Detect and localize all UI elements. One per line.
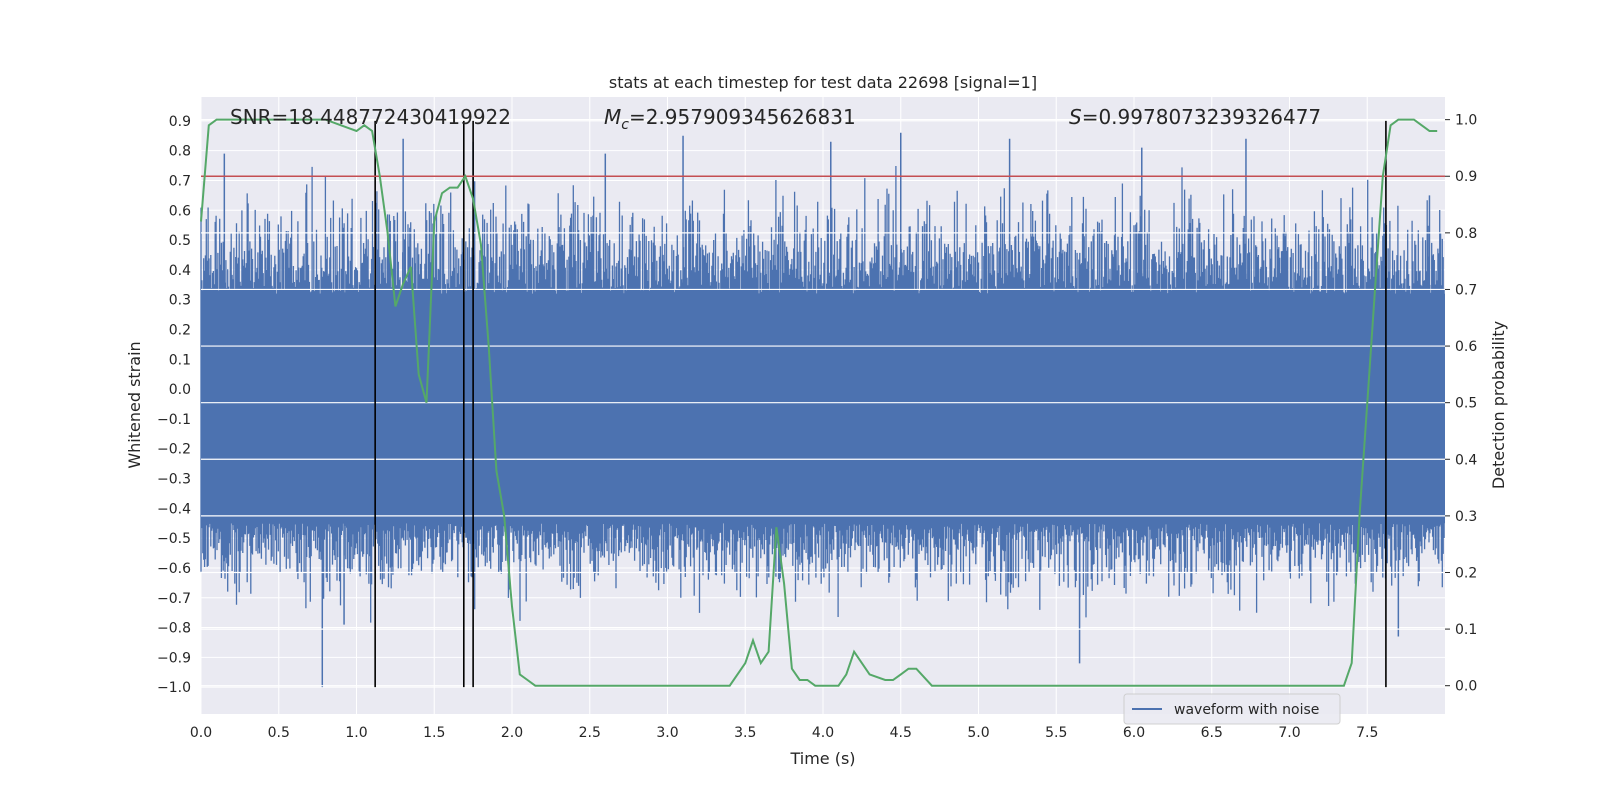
chirp-mass-annotation: Mc=2.957909345626831 — [604, 105, 856, 133]
y-tick-label: −1.0 — [157, 680, 191, 696]
x-tick-label: 0.0 — [190, 725, 212, 741]
y-tick-label: −0.5 — [157, 531, 191, 547]
x-axis-ticks: 0.0 0.5 1.0 1.5 2.0 2.5 3.0 3.5 4.0 4.5 5.0 5.5 6.0 6… — [190, 725, 1379, 741]
x-tick-label: 6.5 — [1201, 725, 1223, 741]
x-tick-label: 0.5 — [268, 725, 290, 741]
y-tick-label: 0.2 — [169, 322, 191, 338]
y-tick-label: 0.6 — [169, 203, 191, 219]
y-tick-label: −0.1 — [157, 412, 191, 428]
x-tick-label: 7.5 — [1356, 725, 1378, 741]
y-tick-label: 0.5 — [169, 233, 191, 249]
y-right-tick-label: 0.2 — [1455, 565, 1477, 581]
x-tick-label: 4.5 — [890, 725, 912, 741]
right-y-axis-ticks: 0.0 0.1 0.2 0.3 0.4 0.5 0.6 0.7 0.8 0.9 1.0 — [1445, 113, 1477, 695]
x-tick-label: 5.0 — [967, 725, 989, 741]
y-right-tick-label: 0.5 — [1455, 396, 1477, 412]
y-right-tick-label: 0.9 — [1455, 169, 1477, 185]
score-value: =0.9978073239326477 — [1082, 105, 1321, 129]
y-tick-label: −0.2 — [157, 442, 191, 458]
x-tick-label: 6.0 — [1123, 725, 1145, 741]
event-markers — [374, 120, 1387, 688]
y-tick-label: −0.3 — [157, 472, 191, 488]
y-right-tick-label: 0.3 — [1455, 509, 1477, 525]
y-tick-label: −0.6 — [157, 561, 191, 577]
y-tick-label: 0.7 — [169, 173, 191, 189]
legend: waveform with noise — [1123, 693, 1341, 725]
left-y-axis-label: Whitened strain — [125, 341, 144, 468]
y-right-tick-label: 0.4 — [1455, 452, 1477, 468]
y-tick-label: −0.8 — [157, 621, 191, 637]
y-right-tick-label: 0.1 — [1455, 622, 1477, 638]
y-right-tick-label: 1.0 — [1455, 113, 1477, 129]
x-tick-label: 7.0 — [1278, 725, 1300, 741]
snr-annotation: SNR=18.448772430419922 — [230, 105, 511, 129]
y-tick-label: 0.3 — [169, 293, 191, 309]
x-tick-label: 3.0 — [656, 725, 678, 741]
chirp-mass-symbol: M — [604, 105, 621, 129]
x-tick-label: 2.0 — [501, 725, 523, 741]
chirp-mass-value: =2.957909345626831 — [629, 105, 856, 129]
detection-probability-line — [200, 118, 1438, 687]
x-axis-label: Time (s) — [789, 749, 855, 768]
y-tick-label: −0.7 — [157, 591, 191, 607]
legend-box — [1123, 693, 1341, 725]
y-right-tick-label: 0.7 — [1455, 282, 1477, 298]
y-tick-label: 0.0 — [169, 382, 191, 398]
x-tick-label: 2.5 — [579, 725, 601, 741]
x-tick-label: 5.5 — [1045, 725, 1067, 741]
y-tick-label: 0.9 — [169, 114, 191, 130]
y-tick-label: 0.4 — [169, 263, 191, 279]
left-y-axis-ticks: −1.0 −0.9 −0.8 −0.7 −0.6 −0.5 −0.4 −0.3 −0.2 −0.1… — [157, 114, 191, 696]
right-y-axis-label: Detection probability — [1489, 321, 1508, 489]
y-tick-label: 0.8 — [169, 144, 191, 160]
x-tick-label: 1.5 — [423, 725, 445, 741]
y-right-tick-label: 0.0 — [1455, 679, 1477, 695]
chart-title: stats at each timestep for test data 226… — [609, 73, 1037, 92]
waveform-with-noise-series — [200, 132, 1445, 688]
detection-probability-series — [200, 118, 1438, 687]
x-tick-label: 4.0 — [812, 725, 834, 741]
legend-label-waveform: waveform with noise — [1174, 702, 1319, 718]
y-tick-label: −0.4 — [157, 501, 191, 517]
chirp-mass-subscript: c — [621, 117, 629, 133]
x-tick-label: 3.5 — [734, 725, 756, 741]
score-symbol: S — [1069, 105, 1082, 129]
waveform-core-band — [201, 293, 1445, 524]
score-annotation: S=0.9978073239326477 — [1069, 105, 1321, 129]
y-tick-label: 0.1 — [169, 352, 191, 368]
y-right-tick-label: 0.6 — [1455, 339, 1477, 355]
y-tick-label: −0.9 — [157, 650, 191, 666]
x-tick-label: 1.0 — [345, 725, 367, 741]
y-right-tick-label: 0.8 — [1455, 226, 1477, 242]
